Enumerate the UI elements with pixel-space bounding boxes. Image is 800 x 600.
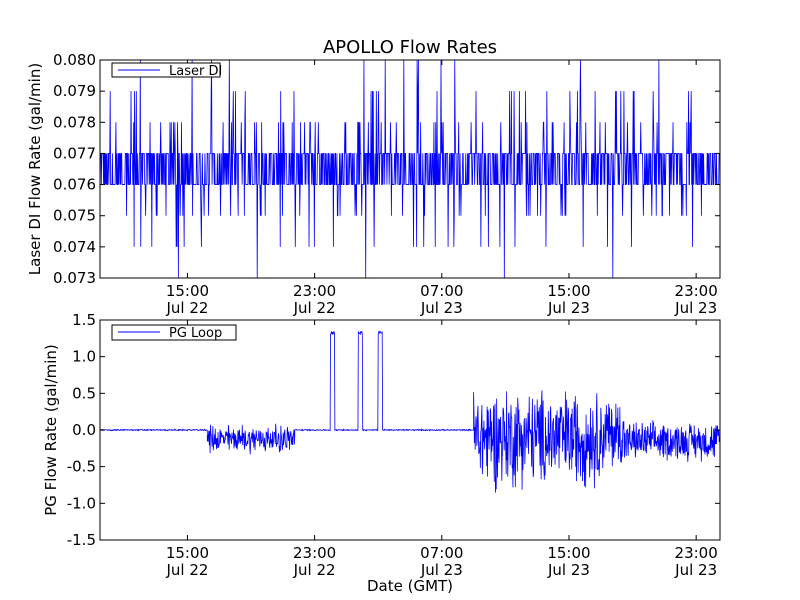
pg-loop-line: [100, 330, 720, 493]
x-tick-time-label: 23:00: [293, 282, 336, 300]
top-legend-box: [111, 62, 221, 78]
y-tick-label: 0.5: [72, 384, 96, 402]
bottom-legend-box: [111, 324, 237, 341]
x-tick-date-label: Jul 23: [674, 561, 717, 579]
y-tick-label: 0.076: [53, 176, 96, 194]
chart-title: APOLLO Flow Rates: [323, 37, 497, 58]
y-tick-label: -0.5: [67, 458, 96, 476]
top-y-axis-label: Laser DI Flow Rate (gal/min): [26, 63, 44, 275]
y-tick-label: 0.073: [53, 269, 96, 287]
y-tick-label: 0.078: [53, 113, 96, 131]
x-tick-date-label: Jul 23: [547, 299, 590, 317]
x-tick-date-label: Jul 22: [293, 299, 336, 317]
bottom-x-axis-label: Date (GMT): [367, 577, 453, 595]
x-tick-date-label: Jul 23: [420, 299, 463, 317]
bottom-y-axis-label: PG Flow Rate (gal/min): [42, 344, 60, 516]
top-axes: 0.073 0.074 0.075 0.076 0.077 0.078 0.079 0.080…: [26, 51, 721, 317]
x-tick-date-label: Jul 23: [420, 561, 463, 579]
bottom-y-ticks: -1.5 -1.0 -0.5 0.0 0.5 1.0 1.5: [67, 311, 720, 549]
x-tick-time-label: 07:00: [420, 544, 463, 562]
x-tick-time-label: 15:00: [166, 544, 209, 562]
x-tick-date-label: Jul 23: [674, 299, 717, 317]
x-tick-time-label: 23:00: [293, 544, 336, 562]
x-tick-date-label: Jul 22: [293, 561, 336, 579]
top-plot-frame: [99, 59, 721, 279]
y-tick-label: 0.077: [53, 144, 96, 162]
x-tick-time-label: 15:00: [547, 544, 590, 562]
y-tick-label: -1.5: [67, 531, 96, 549]
bottom-legend-label: PG Loop: [169, 326, 222, 341]
top-legend: Laser DI: [111, 62, 222, 79]
bottom-legend: PG Loop: [111, 324, 237, 341]
laser-di-series: [100, 60, 720, 278]
x-tick-time-label: 15:00: [547, 282, 590, 300]
x-tick-date-label: Jul 23: [547, 561, 590, 579]
x-tick-time-label: 07:00: [420, 282, 463, 300]
y-tick-label: 1.5: [72, 311, 96, 329]
y-tick-label: 0.079: [53, 82, 96, 100]
y-tick-label: 0.080: [53, 51, 96, 69]
y-tick-label: -1.0: [67, 494, 96, 512]
laser-di-line: [100, 60, 720, 278]
x-tick-date-label: Jul 22: [165, 561, 208, 579]
x-tick-time-label: 15:00: [166, 282, 209, 300]
x-tick-time-label: 23:00: [675, 282, 718, 300]
x-tick-date-label: Jul 22: [165, 299, 208, 317]
pg-loop-series: [100, 330, 720, 493]
y-tick-label: 1.0: [72, 348, 96, 366]
y-tick-label: 0.075: [53, 207, 96, 225]
top-y-ticks: 0.073 0.074 0.075 0.076 0.077 0.078 0.079 0.080: [53, 51, 720, 287]
y-tick-label: 0.074: [53, 238, 96, 256]
x-tick-time-label: 23:00: [675, 544, 718, 562]
y-tick-label: 0.0: [72, 421, 96, 439]
top-legend-label: Laser DI: [169, 64, 222, 79]
